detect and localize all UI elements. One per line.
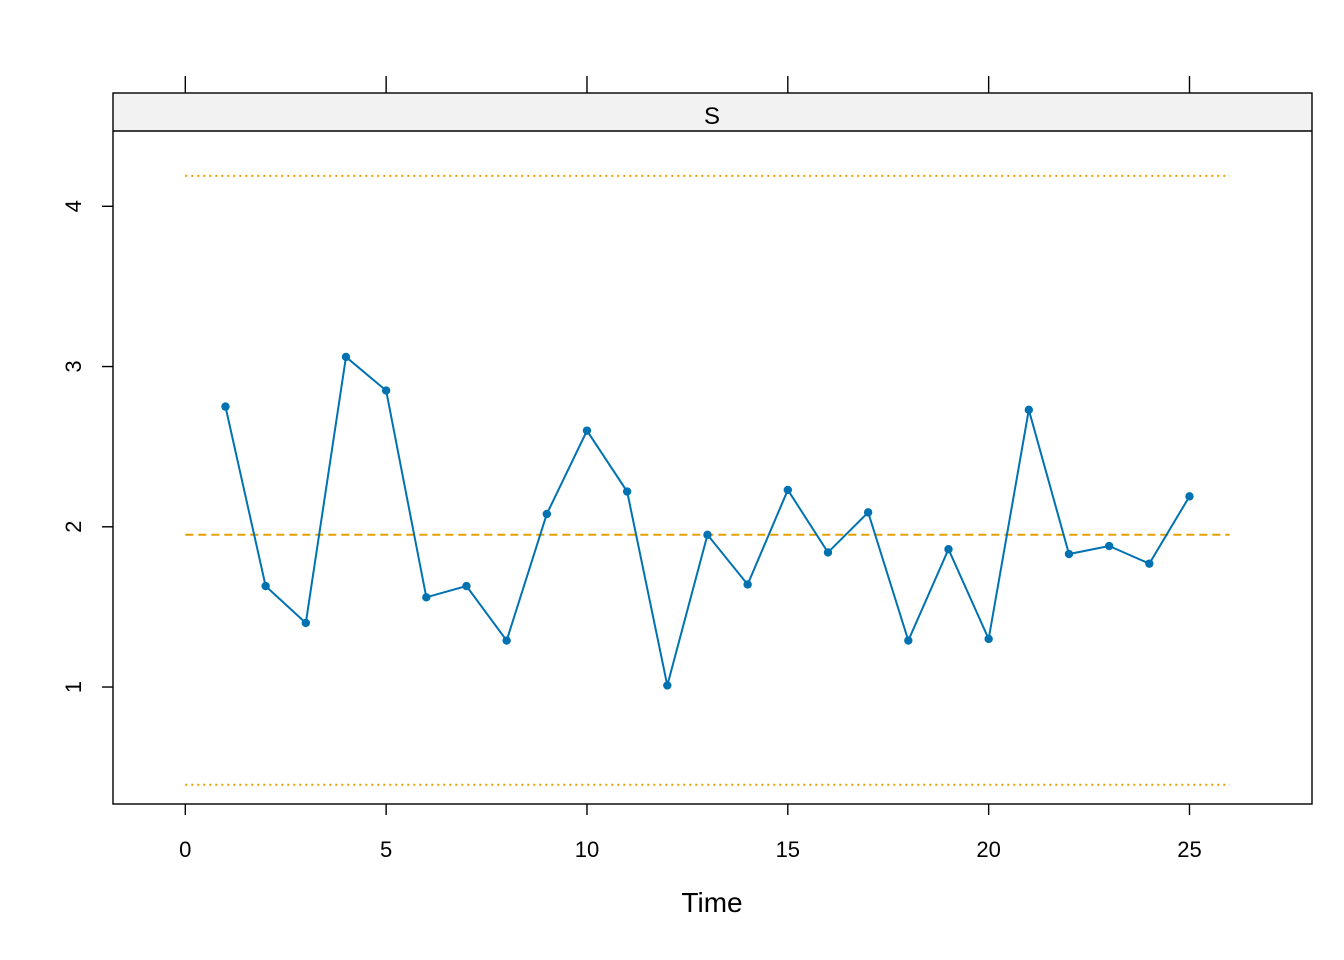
data-point-25 bbox=[1185, 492, 1194, 501]
data-point-12 bbox=[663, 681, 672, 690]
data-point-7 bbox=[462, 581, 471, 591]
y-tick-label-4: 4 bbox=[61, 200, 86, 212]
strip-background bbox=[113, 93, 1312, 131]
x-tick-label-25: 25 bbox=[1177, 837, 1201, 862]
data-point-23 bbox=[1104, 541, 1114, 551]
data-point-15 bbox=[783, 485, 793, 495]
data-point-24 bbox=[1145, 559, 1154, 568]
y-tick-label-3: 3 bbox=[61, 360, 86, 372]
data-point-19 bbox=[944, 545, 953, 554]
y-tick-label-1: 1 bbox=[61, 681, 86, 693]
x-tick-label-10: 10 bbox=[575, 837, 599, 862]
data-point-21 bbox=[1024, 405, 1034, 415]
strip-label: S bbox=[704, 103, 720, 130]
data-point-17 bbox=[863, 508, 873, 517]
data-point-8 bbox=[502, 636, 511, 645]
data-point-22 bbox=[1064, 549, 1074, 559]
x-tick-label-0: 0 bbox=[179, 837, 191, 862]
data-point-2 bbox=[261, 581, 270, 591]
x-axis-title: Time bbox=[681, 887, 742, 918]
axes-layer: 0 5 10 15 20 25 1 2 3 4 bbox=[61, 76, 1202, 862]
data-point-10 bbox=[582, 426, 592, 435]
plot-panel bbox=[113, 131, 1312, 804]
panel-border bbox=[112, 92, 1313, 805]
data-point-18 bbox=[904, 636, 913, 645]
x-tick-label-5: 5 bbox=[380, 837, 392, 862]
data-point-6 bbox=[422, 593, 431, 602]
x-tick-label-20: 20 bbox=[976, 837, 1000, 862]
data-point-16 bbox=[823, 548, 833, 557]
x-tick-label-15: 15 bbox=[776, 837, 800, 862]
data-point-9 bbox=[542, 509, 552, 519]
data-point-20 bbox=[984, 634, 993, 644]
data-point-11 bbox=[622, 487, 632, 496]
data-point-5 bbox=[381, 386, 391, 395]
series-layer bbox=[221, 352, 1194, 690]
y-tick-label-2: 2 bbox=[61, 521, 86, 533]
data-point-1 bbox=[221, 402, 230, 411]
data-point-4 bbox=[341, 352, 351, 362]
data-point-3 bbox=[301, 618, 311, 628]
data-point-14 bbox=[743, 580, 752, 589]
data-point-13 bbox=[703, 530, 712, 539]
